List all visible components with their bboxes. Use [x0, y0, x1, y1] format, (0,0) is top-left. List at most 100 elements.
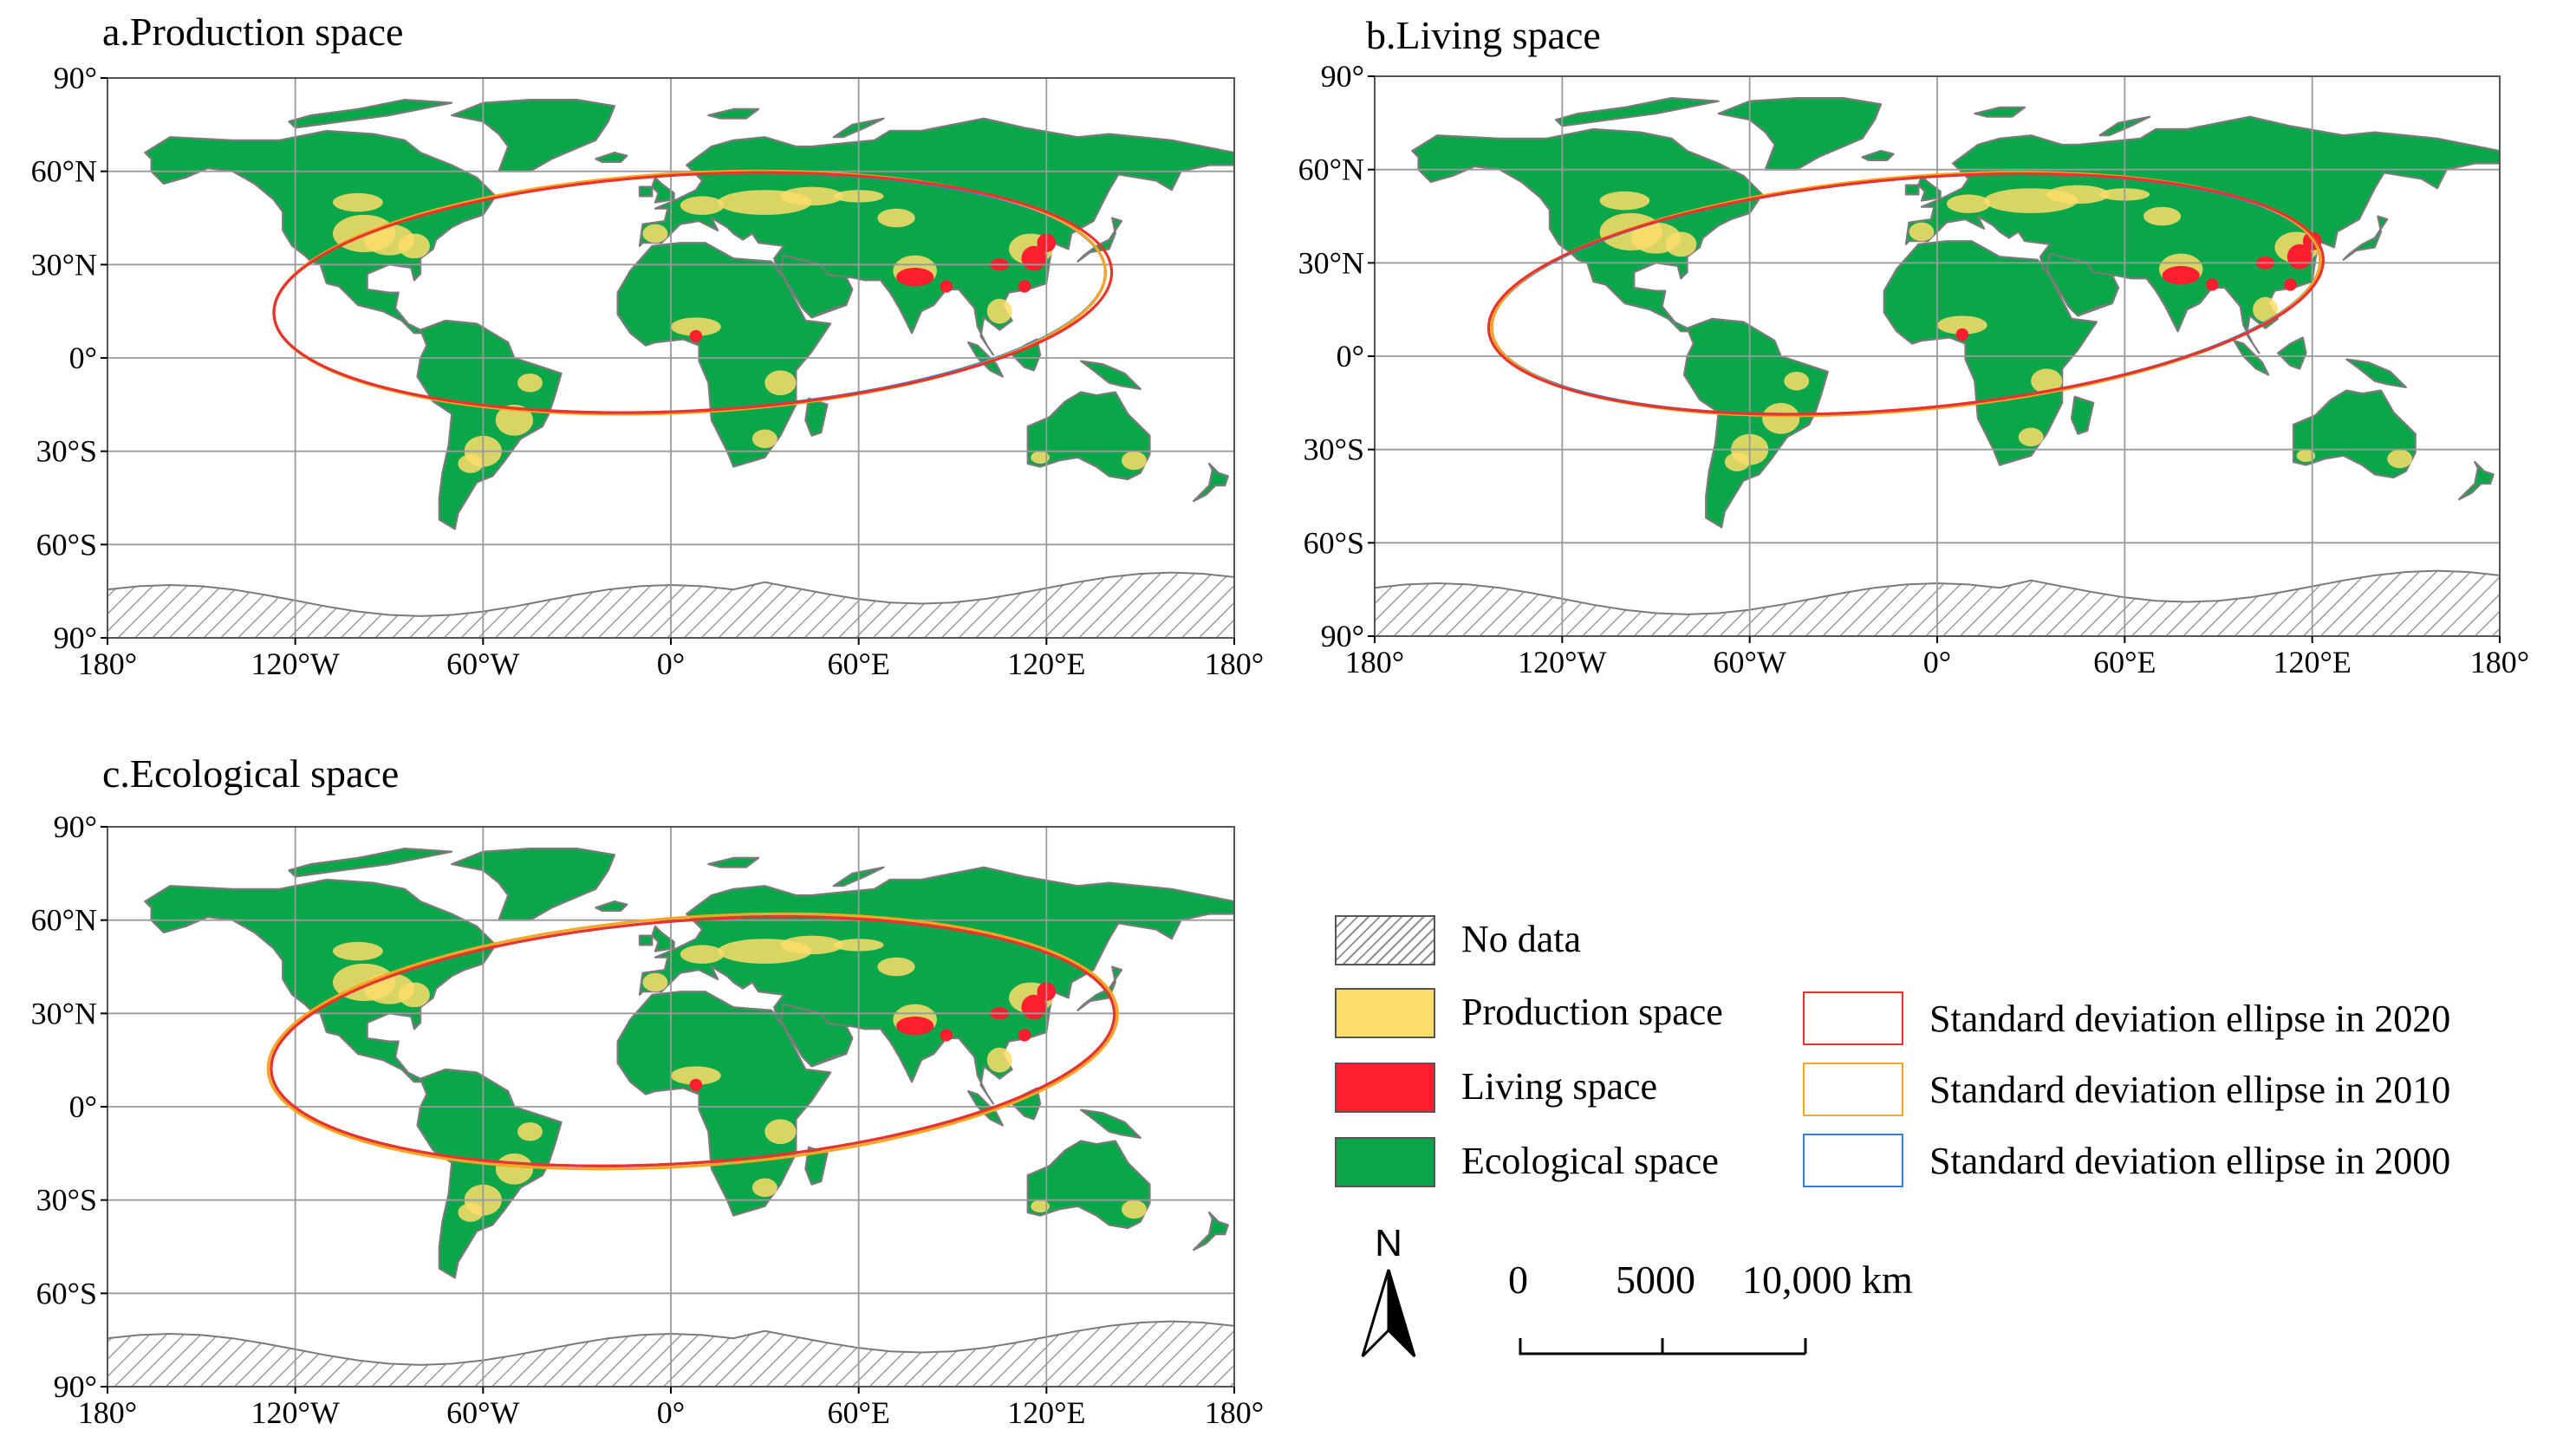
production-patch	[986, 298, 1012, 324]
production-patch	[1909, 222, 1935, 242]
north-arrow-icon: N	[1361, 1222, 1416, 1358]
land-southAmerica	[416, 1068, 563, 1279]
lat-label: 30°N	[31, 247, 97, 282]
production-patch	[2253, 296, 2279, 322]
land-iceland	[1861, 150, 1895, 161]
production-patch	[517, 1121, 543, 1141]
production-patch	[877, 208, 915, 228]
lat-label: 90°	[54, 1369, 97, 1404]
lon-label: 180°	[78, 647, 137, 681]
production-patch	[333, 941, 383, 961]
production-patch	[2296, 449, 2316, 463]
land-northAmerica	[1411, 127, 1764, 333]
lon-label: 60°E	[2093, 645, 2156, 679]
legend-label: Standard deviation ellipse in 2020	[1929, 998, 2451, 1040]
living-patch	[689, 329, 703, 343]
production-patch	[764, 1119, 797, 1145]
production-patch	[1122, 1199, 1147, 1219]
lat-label: 30°S	[1304, 432, 1364, 467]
lon-label: 180°	[1205, 647, 1264, 681]
production-patch	[751, 429, 777, 449]
land-newGuinea	[1079, 1108, 1142, 1139]
ellipse-2020	[1486, 172, 2325, 416]
land-newGuinea	[2345, 358, 2407, 388]
lon-label: 120°E	[2273, 645, 2351, 679]
scale-max: 10,000 km	[1742, 1258, 1913, 1302]
map-body	[1375, 76, 2500, 636]
land-southAmerica	[416, 319, 563, 530]
scale-zero: 0	[1508, 1258, 1528, 1302]
land-ireland	[638, 934, 654, 946]
legend-label: Production space	[1461, 991, 1723, 1033]
land-svalbard	[707, 107, 760, 120]
lon-label: 180°	[1205, 1395, 1264, 1430]
lon-label: 180°	[2470, 645, 2529, 679]
panel-title: b.Living space	[1366, 13, 1601, 57]
production-patch	[1946, 194, 1991, 213]
land-ireland	[638, 185, 654, 198]
living-patch	[2162, 265, 2200, 285]
land-iceland	[595, 900, 628, 912]
living-patch	[2284, 278, 2297, 291]
production-patch	[1122, 451, 1147, 471]
land-arcticIslands	[288, 847, 453, 878]
legend-label: Living space	[1461, 1065, 1658, 1108]
production-patch	[1031, 451, 1050, 465]
lon-label: 60°E	[827, 647, 889, 681]
lon-label: 120°E	[1007, 647, 1085, 681]
production-patch	[751, 1178, 777, 1198]
production-patch	[680, 196, 725, 215]
production-patch	[780, 186, 843, 206]
lat-label: 0°	[69, 341, 97, 375]
ellipse-2020	[272, 171, 1114, 414]
production-patch	[642, 972, 668, 992]
production-patch	[642, 224, 668, 244]
production-patch	[671, 1066, 721, 1085]
land-britain	[651, 925, 675, 952]
living-map: 90°60°N30°N0°30°S60°S90°180° 120°W 60°W 0° 6…	[1298, 59, 2530, 679]
land-newZealand	[1192, 1211, 1229, 1251]
lon-label: 60°E	[827, 1395, 889, 1430]
land-arcticIslands	[288, 98, 453, 129]
land-ireland	[1904, 184, 1920, 196]
north-arrow: N	[1352, 1218, 1430, 1365]
ecological-swatch	[1335, 1137, 1435, 1187]
ellipse-2010-swatch	[1803, 1063, 1903, 1116]
production-patch	[1031, 1199, 1050, 1213]
legend-label: Standard deviation ellipse in 2010	[1929, 1069, 2451, 1111]
lat-label: 60°S	[36, 1276, 97, 1310]
production-patch	[877, 957, 915, 977]
legend-label: Ecological space	[1461, 1140, 1719, 1182]
production-patch	[458, 1203, 484, 1222]
lon-label: 0°	[1923, 645, 1951, 679]
land-newZealand	[1192, 462, 1229, 503]
hatch-swatch	[1335, 915, 1435, 965]
production-patch	[764, 370, 797, 396]
lon-label: 60°W	[1713, 645, 1786, 679]
lon-label: 120°W	[250, 647, 339, 681]
land-greenland	[451, 98, 616, 172]
production-patch	[780, 935, 843, 955]
production-patch	[2143, 206, 2182, 226]
lon-label: 60°W	[446, 647, 519, 681]
production-patch	[1599, 191, 1650, 211]
production-patch	[495, 404, 534, 436]
production-patch	[2387, 449, 2413, 469]
lat-label: 90°	[54, 61, 97, 95]
production-patch	[1784, 371, 1810, 391]
production-map: 90°60°N30°N0°30°S60°S90°180° 120°W 60°W 0° 6…	[31, 61, 1265, 681]
scale-bar: 0 5000 10,000 km	[1508, 1257, 1913, 1361]
panel-production: a.Production space 90° 60°N 30°N 0° 30°S 60°S…	[0, 0, 1283, 693]
production-patch	[671, 317, 721, 336]
production-patch	[2031, 368, 2063, 394]
land-svalbard	[1974, 106, 2026, 118]
land-southAmerica	[1682, 317, 1829, 529]
production-patch	[495, 1153, 534, 1185]
production-patch	[517, 373, 543, 393]
living-patch	[1018, 1029, 1031, 1042]
production-patch	[986, 1047, 1012, 1073]
lat-label: 0°	[69, 1089, 97, 1124]
land-madagascar	[2070, 395, 2095, 435]
production-swatch	[1335, 988, 1435, 1038]
living-patch	[1018, 280, 1031, 293]
